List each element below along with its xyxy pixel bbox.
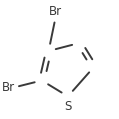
Text: S: S [64,100,72,113]
Text: Br: Br [1,81,15,94]
Text: Br: Br [49,5,62,18]
